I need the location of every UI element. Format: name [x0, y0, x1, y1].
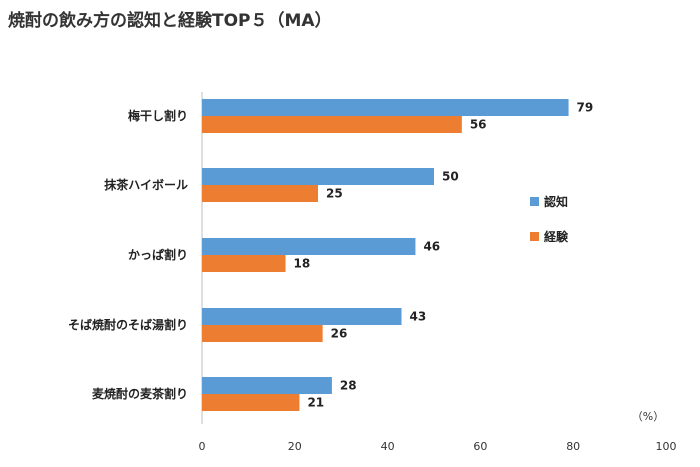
data-label: 43	[410, 310, 427, 324]
bar-ninchi	[202, 99, 569, 116]
data-label: 46	[423, 240, 440, 254]
x-tick-label: 20	[288, 440, 302, 453]
data-label: 21	[307, 396, 324, 410]
legend-label: 経験	[544, 229, 569, 244]
data-label: 26	[331, 327, 348, 341]
data-label: 28	[340, 379, 357, 393]
x-tick-label: 40	[381, 440, 395, 453]
bar-keiken	[202, 394, 300, 411]
data-label: 79	[577, 101, 594, 115]
legend-label: 認知	[544, 194, 568, 209]
x-tick-label: 100	[656, 440, 677, 453]
bar-keiken	[202, 325, 323, 342]
bar-ninchi	[202, 238, 416, 255]
bar-ninchi	[202, 377, 332, 394]
x-tick-label: 60	[473, 440, 487, 453]
bar-ninchi	[202, 168, 434, 185]
bar-keiken	[202, 185, 318, 202]
category-label: かっぱ割り	[128, 247, 188, 262]
unit-label: （%）	[632, 410, 664, 423]
chart-title: 焼酎の飲み方の認知と経験TOP５（MA）	[8, 11, 332, 31]
category-label: 麦焼酎の麦茶割り	[92, 386, 188, 401]
x-tick-label: 80	[566, 440, 580, 453]
category-label: 梅干し割り	[128, 108, 188, 123]
category-label: 抹茶ハイボール	[104, 177, 188, 192]
x-tick-label: 0	[199, 440, 206, 453]
data-label: 18	[294, 257, 311, 271]
bar-ninchi	[202, 308, 402, 325]
legend-swatch	[530, 197, 539, 206]
legend-swatch	[530, 232, 539, 241]
data-label: 50	[442, 170, 459, 184]
category-label: そば焼酎のそば湯割り	[68, 317, 188, 332]
bar-keiken	[202, 116, 462, 133]
bar-keiken	[202, 255, 286, 272]
data-label: 56	[470, 118, 487, 132]
data-label: 25	[326, 187, 343, 201]
